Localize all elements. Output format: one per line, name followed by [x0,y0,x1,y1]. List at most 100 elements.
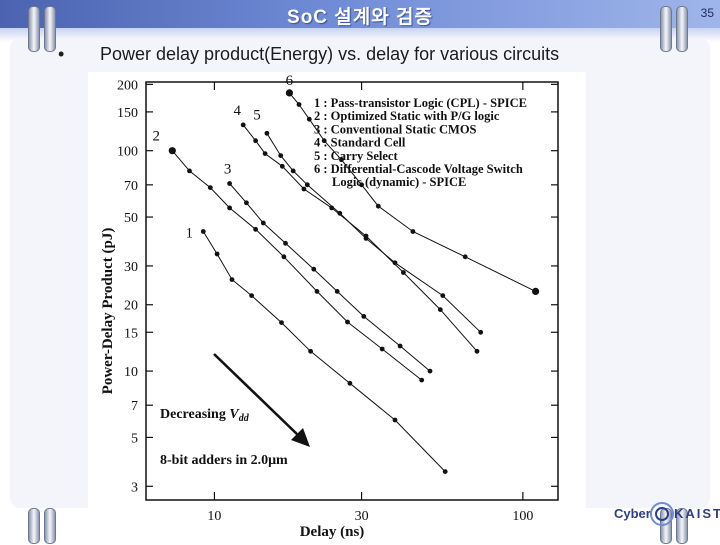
series-5-point [290,168,296,174]
y-tick-label: 20 [124,299,138,314]
series-2-line [171,150,423,381]
series-2-label: 2 [153,129,161,145]
arrow-head-icon [291,428,310,447]
legend-entry: Logic (dynamic) - SPICE [332,175,466,189]
series-1-line [202,231,446,472]
binder-clip-icon [44,508,56,544]
series-3-label: 3 [224,161,232,177]
legend-entry: 2 : Optimized Static with P/G logic [314,109,500,123]
binder-clip-icon [28,508,40,544]
series-2-point [253,226,258,232]
legend-entry: 3 : Conventional Static CMOS [314,122,477,136]
x-axis-label: Delay (ns) [300,524,365,540]
series-2-point [379,346,385,352]
y-tick-label: 70 [124,179,138,194]
binder-clip-icon [660,6,672,52]
y-tick-label: 3 [131,480,138,495]
x-tick-label: 30 [355,509,369,524]
series-2-point [345,319,350,325]
series-6-point [375,203,381,209]
series-1-point [392,417,398,423]
y-tick-label: 7 [131,399,138,414]
chart-area: 3 5 7 10 15 20 30 50 70 100 150 200 10 30 100 Delay (ns… [88,72,586,540]
y-tick-label: 150 [117,106,138,121]
series-1-label: 1 [186,225,194,241]
series-6-label: 6 [286,73,294,89]
series-5-point [278,153,284,158]
y-tick-label: 200 [117,78,138,93]
series-5-point [440,293,446,298]
logo-mark-icon [650,502,674,526]
x-tick-label: 100 [512,509,533,524]
legend-entry: 6 : Differential-Cascode Voltage Switch [314,162,523,176]
cyber-kaist-logo: Cyber KAIST [612,498,720,532]
series-6-point [339,157,344,163]
y-tick-label: 50 [124,211,138,226]
series-3-point [397,343,403,349]
series-4-point [279,163,285,169]
series-3-point [427,368,433,374]
series-2-point [207,185,213,190]
legend-entry: 1 : Pass-transistor Logic (CPL) - SPICE [314,96,527,110]
series-6-point [296,102,302,107]
series-6-point [410,229,416,234]
y-tick-label: 10 [124,365,138,380]
series-2-point [168,147,176,155]
decreasing-vdd-arrow [213,353,301,438]
series-1-point [200,229,206,234]
legend-entry: 4 : Standard Cell [314,136,406,150]
y-tick-label: 100 [117,145,138,160]
series-4-point [474,348,480,354]
series-5-point [337,210,343,216]
bullet-icon: • [58,44,65,64]
header-band [0,0,720,28]
binder-clip-icon [44,6,56,52]
series-2-point [281,254,287,260]
series-1-point [442,469,448,474]
series-3-line [229,183,431,372]
y-tick-label: 30 [124,260,138,275]
logo-text-right: KAIST [674,506,720,521]
series-4-point [301,186,307,192]
plot-frame [145,81,559,501]
series-4-point [262,151,268,156]
legend-entry: 5 : Carry Select [314,149,398,163]
slide-subtitle: Power delay product(Energy) vs. delay fo… [100,44,560,64]
series-2-point [227,205,233,211]
binder-clip-icon [676,6,688,52]
series-6-point [285,89,293,97]
slide-title: SoC 설계와 검증 [287,7,433,28]
series-1-point [214,251,220,257]
series-3-point [227,181,233,186]
series-4-label: 4 [233,103,241,119]
series-4-point [437,307,443,312]
series-1-point [308,348,313,354]
series-3-point [260,220,266,226]
series-3-point [361,314,367,319]
series-3-point [244,200,249,206]
series-1-point [279,320,284,325]
series-1-point [229,277,235,282]
annotation-decreasing-vdd: Decreasing Vdd [160,407,250,424]
series-5-point [264,130,270,136]
series-3-point [311,266,317,272]
series-4-point [401,270,406,275]
series-4-point [240,122,246,128]
series-6-point [359,182,364,188]
series-5-point [363,236,369,241]
series-6-point [462,254,468,260]
page-number: 35 [700,6,714,20]
series-3-point [283,240,288,246]
y-tick-label: 15 [124,326,138,341]
y-tick-label: 5 [131,431,138,446]
series-5-point [304,182,310,188]
series-1-point [347,380,353,386]
series-3-point [334,289,340,294]
series-2-point [314,289,320,294]
y-axis-label: Power-Delay Product (pJ) [100,228,116,395]
series-2-point [419,377,425,383]
series-2-point [187,168,192,174]
x-tick-label: 10 [207,509,221,524]
binder-clip-icon [28,6,40,52]
series-5-label: 5 [253,107,261,123]
